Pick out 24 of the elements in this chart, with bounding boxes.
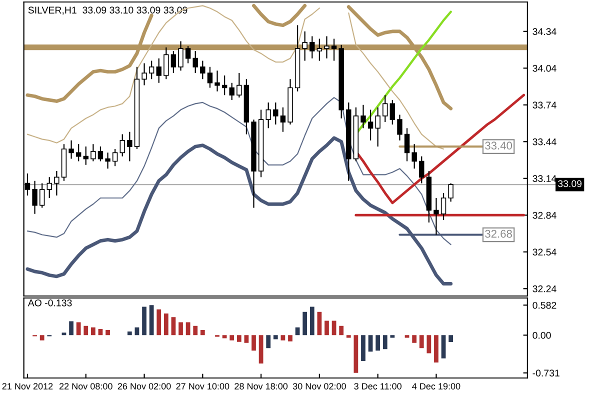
y-tick-label: 32.84 bbox=[532, 212, 556, 219]
x-tick-label: 28 Nov 18:00 bbox=[234, 383, 288, 390]
x-tick-label: 27 Nov 10:00 bbox=[176, 383, 230, 390]
y-tick-label: 32.24 bbox=[532, 285, 556, 292]
y-tick-label: 33.14 bbox=[532, 175, 556, 182]
chart-title: SILVER,H1 33.09 33.10 33.09 33.09 bbox=[28, 6, 188, 15]
chart-title: AO -0.133 bbox=[28, 299, 72, 306]
x-tick-label: 3 Dec 11:00 bbox=[354, 383, 402, 390]
annotation: 33.40 bbox=[485, 142, 512, 150]
x-tick-label: 30 Nov 02:00 bbox=[292, 383, 346, 390]
x-tick-label: 22 Nov 08:00 bbox=[59, 383, 112, 390]
y-tick-label: 32.54 bbox=[532, 248, 556, 256]
annotation: 32.68 bbox=[485, 230, 512, 238]
x-tick-label: 4 Dec 19:00 bbox=[412, 383, 460, 390]
ref-line-label: 33.09 bbox=[558, 180, 582, 188]
x-tick-label: 21 Nov 2012 bbox=[2, 383, 53, 390]
y-tick-label: 0.00 bbox=[532, 332, 551, 339]
y-tick-label: 33.44 bbox=[532, 138, 556, 146]
y-tick-label: 34.34 bbox=[532, 28, 556, 36]
y-tick-label: 33.74 bbox=[532, 102, 556, 109]
y-tick-label: 0.582 bbox=[532, 302, 556, 309]
y-tick-label: -0.731 bbox=[532, 370, 560, 377]
x-tick-label: 26 Nov 02:00 bbox=[118, 383, 171, 390]
y-tick-label: 34.04 bbox=[532, 64, 556, 72]
